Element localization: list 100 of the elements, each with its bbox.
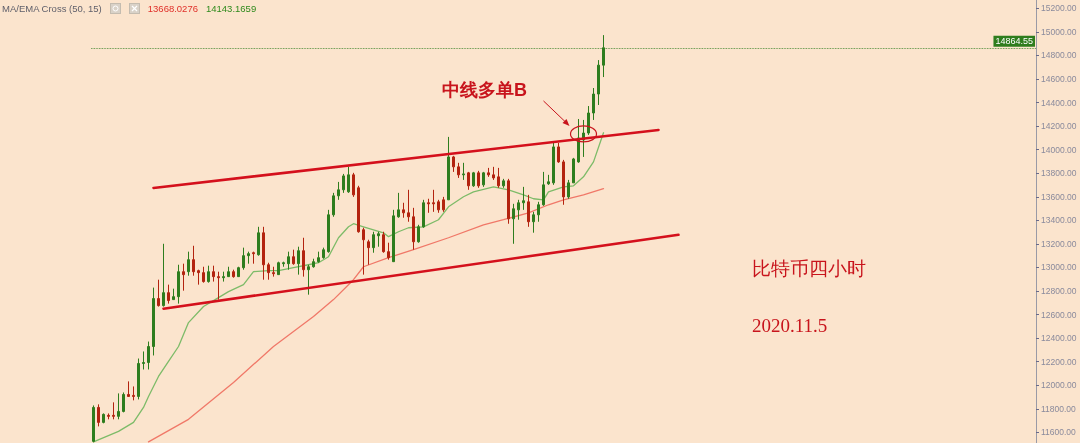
candlestick <box>457 162 460 179</box>
y-tick-label: 14800.00 <box>1041 50 1077 61</box>
y-tick-label: 12400.00 <box>1041 333 1077 344</box>
y-tick-label: 14000.00 <box>1041 144 1077 155</box>
y-tick-label: 12200.00 <box>1041 356 1077 367</box>
candlestick <box>587 105 590 136</box>
candlestick <box>427 198 430 214</box>
candlestick <box>342 173 345 194</box>
candlestick <box>537 201 540 223</box>
candlestick <box>177 264 180 305</box>
candlestick <box>287 251 290 271</box>
y-tick-label: 13200.00 <box>1041 238 1077 249</box>
candlestick <box>232 269 235 279</box>
candlestick <box>307 264 310 296</box>
candlestick <box>487 167 490 178</box>
candlestick <box>542 171 545 207</box>
y-tick-label: 12000.00 <box>1041 380 1077 391</box>
candlestick <box>162 243 165 308</box>
candlestick <box>382 231 385 254</box>
candlestick <box>332 192 335 218</box>
candlestick <box>187 251 190 277</box>
candlestick <box>207 265 210 284</box>
candlestick <box>502 178 505 189</box>
candlestick <box>527 194 530 228</box>
candlestick <box>272 266 275 278</box>
candlestick <box>352 172 355 198</box>
candlestick <box>482 171 485 188</box>
candlestick <box>92 404 95 443</box>
y-tick-label: 14200.00 <box>1041 121 1077 132</box>
candlestick <box>237 266 240 278</box>
y-tick-label: 11800.00 <box>1041 403 1077 414</box>
y-tick-label: 12600.00 <box>1041 309 1077 320</box>
candlestick <box>472 171 475 188</box>
candlestick <box>102 412 105 424</box>
y-tick-label: 14400.00 <box>1041 97 1077 108</box>
y-tick-label: 13600.00 <box>1041 191 1077 202</box>
candlestick <box>97 403 100 427</box>
annotation: 2020.11.5 <box>752 315 828 336</box>
candlestick <box>227 266 230 278</box>
candlestick <box>372 231 375 254</box>
candlestick <box>497 167 500 189</box>
candlestick <box>422 199 425 229</box>
annotation: 14143.1659 <box>205 3 257 14</box>
candlestick <box>452 155 455 173</box>
candlestick <box>217 271 220 301</box>
candlestick <box>262 226 265 281</box>
y-tick-label: 13800.00 <box>1041 168 1077 179</box>
candlestick <box>197 269 200 286</box>
y-tick-label: 14600.00 <box>1041 73 1077 84</box>
candlestick <box>397 192 400 219</box>
candlestick <box>522 186 525 211</box>
candlestick <box>577 118 580 164</box>
candlestick <box>242 247 245 271</box>
candlestick <box>257 226 260 257</box>
candlestick <box>252 251 255 265</box>
candlestick <box>157 279 160 308</box>
candlestick <box>267 262 270 281</box>
candlestick <box>172 288 175 301</box>
candlestick <box>282 261 285 268</box>
candlestick <box>387 242 390 261</box>
candlestick <box>292 249 295 266</box>
candlestick <box>127 380 130 397</box>
candlestick <box>367 239 370 266</box>
candlestick <box>302 237 305 278</box>
candlestick <box>322 247 325 260</box>
candlestick <box>562 159 565 206</box>
candlestick <box>552 142 555 186</box>
candlestick <box>507 178 510 225</box>
candlestick <box>362 227 365 276</box>
candlestick <box>142 350 145 370</box>
candlestick <box>277 261 280 276</box>
candlestick <box>117 392 120 420</box>
candlestick <box>467 171 470 191</box>
ref-line-label: 14864.55 <box>995 36 1033 47</box>
candlestick <box>202 266 205 284</box>
y-tick-label: 13000.00 <box>1041 262 1077 273</box>
candlestick <box>462 162 465 181</box>
candlestick <box>192 245 195 277</box>
y-tick-label: 15200.00 <box>1041 3 1077 14</box>
candlestick <box>437 199 440 214</box>
annotation: MA/EMA Cross (50, 15) <box>2 3 102 14</box>
candlestick <box>107 412 110 420</box>
y-tick-label: 15000.00 <box>1041 26 1077 37</box>
candlestick <box>182 263 185 292</box>
candlestick <box>327 209 330 254</box>
candlestick <box>492 166 495 181</box>
candlestick <box>572 157 575 184</box>
candlestick <box>132 385 135 401</box>
annotation: 13668.0276 <box>147 3 198 14</box>
candlestick <box>407 189 410 223</box>
candlestick <box>392 209 395 263</box>
candlestick <box>357 185 360 234</box>
candlestick <box>297 246 300 276</box>
candlestick <box>597 59 600 106</box>
candlestick <box>432 189 435 213</box>
candlestick <box>212 265 215 283</box>
candlestick <box>347 166 350 194</box>
candlestick <box>442 196 445 213</box>
candlestick <box>557 142 560 164</box>
candlestick <box>417 224 420 244</box>
